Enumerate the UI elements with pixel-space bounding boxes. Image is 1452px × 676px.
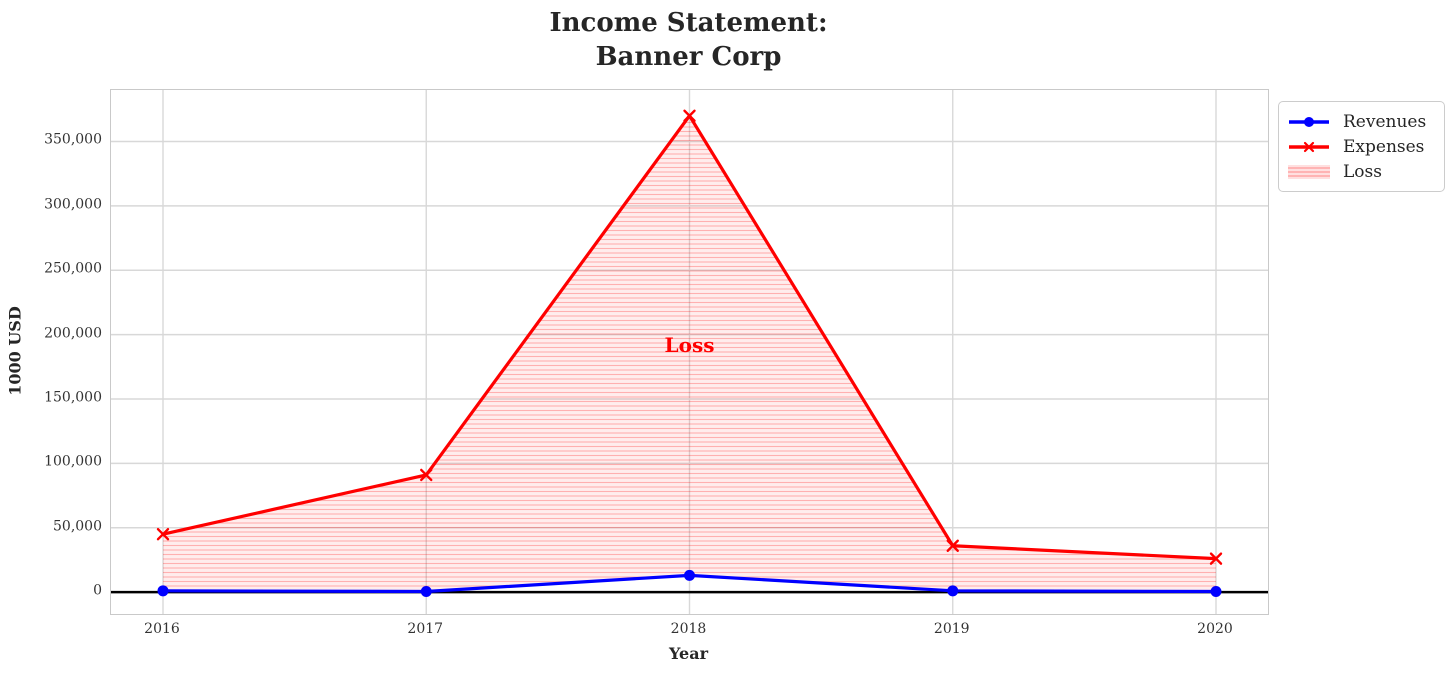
y-tick-label: 50,000 [53, 518, 102, 535]
y-tick-label: 250,000 [44, 260, 102, 277]
legend-label-loss: Loss [1343, 161, 1382, 182]
plot-area: Loss [110, 89, 1269, 615]
y-tick-label: 100,000 [44, 454, 102, 471]
x-tick-label: 2016 [144, 621, 180, 637]
x-tick-label: 2019 [933, 621, 970, 637]
y-tick-label: 0 [93, 582, 102, 599]
x-tick-label: 2020 [1197, 621, 1233, 637]
expenses-line-swatch-icon [1287, 138, 1331, 156]
y-tick-label: 150,000 [44, 389, 102, 406]
x-tick-label: 2018 [670, 621, 707, 637]
legend: Revenues Expenses Loss [1278, 101, 1445, 192]
legend-row-loss: Loss [1287, 159, 1434, 184]
loss-patch-swatch-icon [1287, 163, 1331, 181]
plot-canvas [111, 90, 1268, 614]
chart-title: Income Statement: Banner Corp [110, 6, 1267, 74]
x-tick-label: 2017 [407, 621, 444, 637]
loss-annotation: Loss [664, 332, 715, 357]
y-tick-label: 350,000 [44, 132, 102, 149]
y-tick-label: 300,000 [44, 196, 102, 213]
y-axis-label: 1000 USD [5, 306, 25, 396]
revenues-line-swatch-icon [1287, 113, 1331, 131]
legend-label-expenses: Expenses [1343, 136, 1425, 157]
chart-title-line2: Banner Corp [595, 42, 782, 72]
legend-label-revenues: Revenues [1343, 111, 1427, 132]
chart-title-line1: Income Statement: [549, 8, 828, 38]
legend-row-revenues: Revenues [1287, 109, 1434, 134]
y-tick-label: 200,000 [44, 325, 102, 342]
legend-row-expenses: Expenses [1287, 134, 1434, 159]
x-axis-label: Year [668, 644, 708, 663]
